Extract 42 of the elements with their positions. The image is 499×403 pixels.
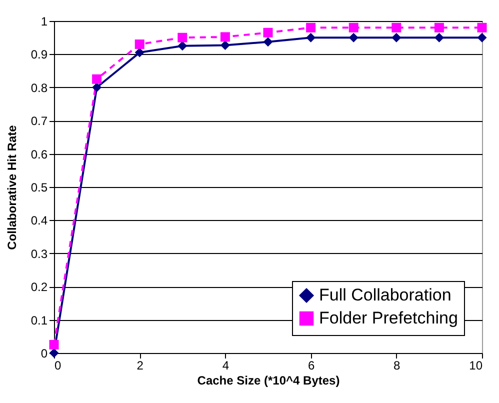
point	[92, 82, 102, 92]
point	[49, 340, 59, 350]
point	[178, 41, 188, 51]
y-tick-label: 0.7	[30, 114, 48, 128]
x-tick-label: 10	[469, 358, 483, 372]
x-axis-title: Cache Size (*10^4 Bytes)	[197, 374, 340, 388]
point	[263, 28, 273, 38]
point	[477, 32, 487, 42]
y-tick-label: 0.4	[30, 214, 48, 228]
x-tick-label: 6	[308, 358, 315, 372]
point	[92, 74, 102, 84]
legend-label: Folder Prefetching	[319, 308, 458, 328]
y-tick-label: 0.6	[30, 147, 48, 162]
point	[477, 22, 487, 32]
y-tick-label: 0.8	[30, 80, 48, 95]
legend-label: Full Collaboration	[319, 286, 452, 304]
x-tick-label: 0	[54, 358, 62, 372]
point	[220, 40, 230, 50]
point	[220, 32, 230, 42]
y-tick-label: 0.3	[30, 246, 48, 261]
point	[392, 32, 402, 42]
point	[434, 32, 444, 42]
point	[263, 37, 273, 47]
y-tick-label: 0.1	[30, 313, 48, 328]
point	[306, 22, 316, 32]
point	[348, 22, 358, 32]
x-tick-label: 8	[394, 358, 401, 372]
point	[134, 39, 144, 49]
y-tick-label: 0	[40, 346, 48, 360]
y-tick-label: 0.5	[30, 180, 48, 194]
y-tick-label: 0.2	[30, 280, 48, 294]
y-tick-label: 0.9	[30, 48, 48, 62]
point	[178, 32, 188, 42]
point	[348, 32, 358, 42]
point	[134, 48, 144, 58]
x-tick-label: 2	[136, 358, 144, 372]
point	[306, 32, 316, 42]
y-tick-label: 1	[40, 14, 48, 28]
point	[434, 22, 444, 32]
point	[392, 22, 402, 32]
x-tick-label: 4	[222, 358, 230, 372]
y-axis-title: Collaborative Hit Rate	[4, 124, 19, 250]
